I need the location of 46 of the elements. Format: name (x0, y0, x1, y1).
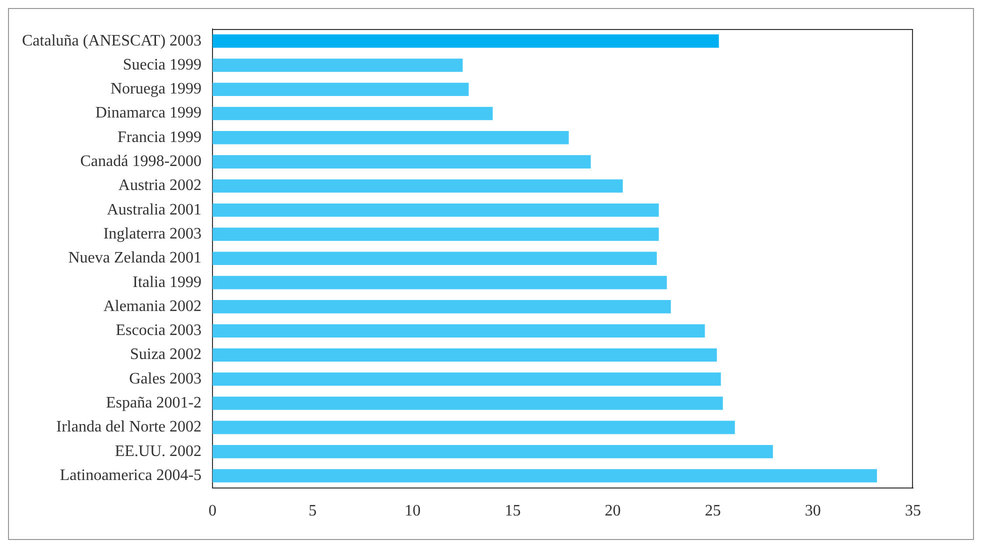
x-tick-label: 10 (404, 502, 421, 520)
x-tick-label: 20 (604, 502, 621, 520)
y-tick-label: Gales 2003 (129, 370, 202, 388)
y-tick-label: Latinoamerica 2004-5 (60, 466, 202, 484)
y-tick-label: Noruega 1999 (110, 80, 202, 98)
bar (212, 276, 667, 290)
y-tick-label: Austria 2002 (118, 177, 202, 194)
y-tick-label: Dinamarca 1999 (95, 104, 202, 122)
bar (212, 228, 659, 241)
bar (212, 58, 463, 72)
bar (212, 203, 659, 217)
y-tick-label: España 2001-2 (106, 394, 202, 412)
bar (212, 34, 719, 48)
bar (212, 300, 671, 314)
bar (212, 82, 469, 96)
bar (212, 348, 717, 362)
x-tick-label: 15 (504, 502, 521, 520)
y-tick-label: Francia 1999 (118, 128, 202, 146)
x-tick-label: 30 (804, 502, 821, 520)
y-tick-label: Italia 1999 (132, 274, 202, 291)
bar (212, 444, 773, 458)
x-tick-label: 5 (308, 502, 317, 520)
bar (212, 396, 723, 410)
bar (212, 106, 493, 120)
y-tick-label: Alemania 2002 (103, 298, 202, 315)
bar (212, 469, 877, 482)
bar (212, 252, 657, 266)
x-tick-label: 35 (905, 502, 921, 520)
y-tick-label: Escocia 2003 (116, 322, 202, 340)
y-tick-label: Suecia 1999 (122, 56, 202, 74)
y-tick-label: Inglaterra 2003 (103, 225, 202, 242)
y-tick-label: Nueva Zelanda 2001 (68, 250, 202, 267)
bar (212, 155, 591, 168)
bar (212, 420, 735, 434)
y-tick-label: Suiza 2002 (130, 346, 202, 364)
bar (212, 324, 705, 338)
y-tick-label: EE.UU. 2002 (114, 442, 202, 460)
x-tick-label: 0 (208, 502, 217, 520)
bar (212, 372, 721, 386)
x-tick-label: 25 (704, 502, 721, 520)
y-tick-label: Australia 2001 (106, 201, 202, 218)
y-tick-label: Irlanda del Norte 2002 (56, 418, 202, 436)
bar (212, 179, 623, 193)
y-tick-label: Cataluña (ANESCAT) 2003 (22, 32, 202, 50)
y-tick-label: Canadá 1998-2000 (80, 153, 202, 170)
bar (212, 131, 569, 144)
